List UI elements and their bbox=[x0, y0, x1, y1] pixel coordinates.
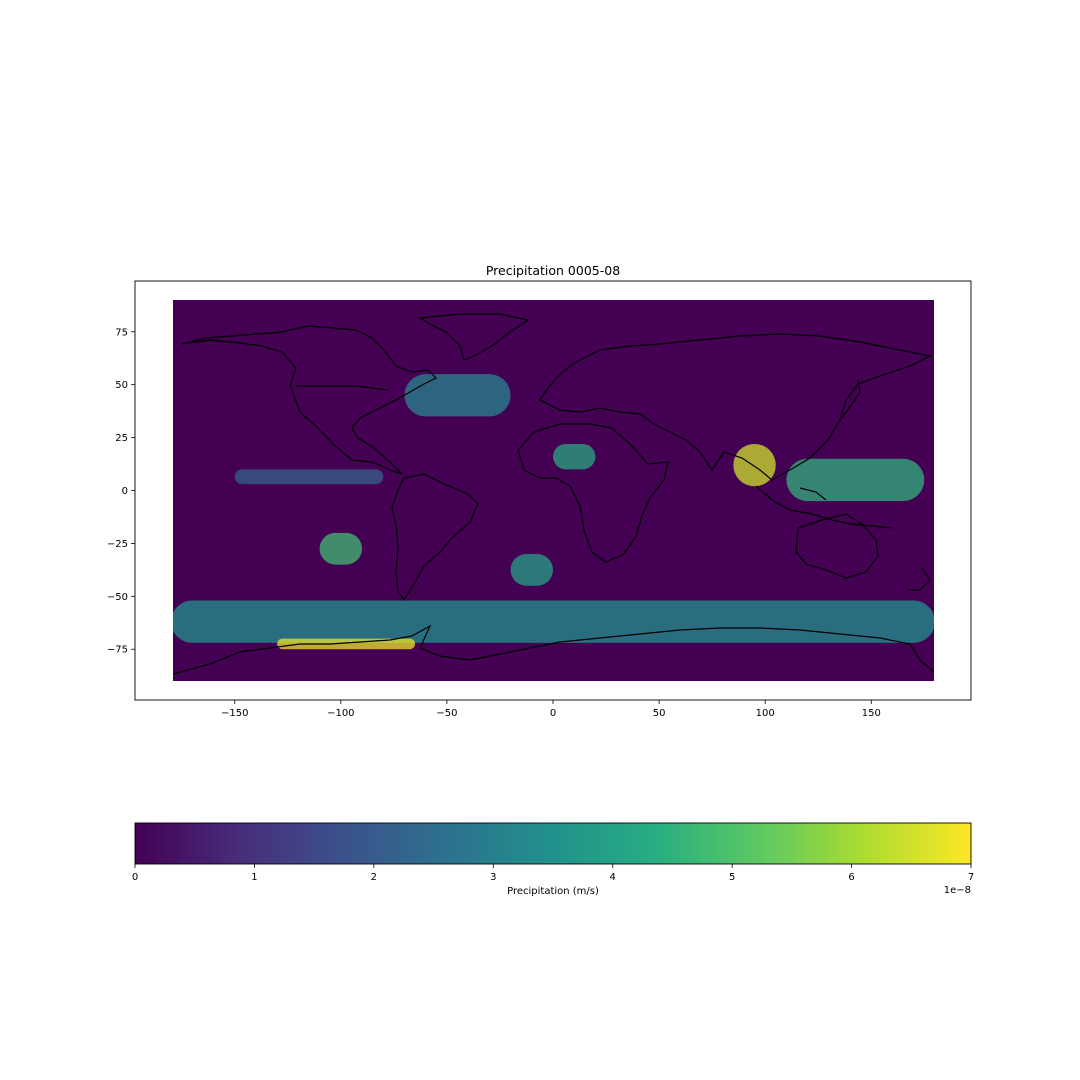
precip-feature bbox=[173, 600, 934, 643]
precipitation-features bbox=[173, 374, 934, 650]
colorbar: 0 1 2 3 4 5 6 7 Precipitation (m/s) 1e−8 bbox=[132, 822, 974, 897]
x-tick-label: 150 bbox=[862, 708, 881, 719]
y-tick-label: 25 bbox=[115, 433, 128, 444]
precip-feature bbox=[234, 469, 384, 485]
x-tick-label: −50 bbox=[436, 708, 457, 719]
y-tick-label: 50 bbox=[115, 380, 128, 391]
precip-feature bbox=[510, 553, 553, 586]
x-tick-label: 0 bbox=[550, 708, 556, 719]
y-axis: 75 50 25 0 −25 −50 −75 bbox=[107, 327, 135, 656]
colorbar-tick-label: 1 bbox=[251, 872, 257, 883]
colorbar-offset-label: 1e−8 bbox=[944, 885, 971, 896]
colorbar-tick-label: 0 bbox=[132, 872, 138, 883]
coastline-australia bbox=[795, 513, 879, 579]
colorbar-tick-label: 2 bbox=[371, 872, 377, 883]
coastline-maritime-se-asia bbox=[755, 485, 893, 529]
coastline-africa bbox=[517, 423, 669, 563]
colorbar-label: Precipitation (m/s) bbox=[507, 886, 599, 897]
coastline-antarctica bbox=[173, 624, 934, 675]
precip-feature bbox=[733, 443, 776, 487]
precip-feature bbox=[786, 458, 925, 502]
precip-feature bbox=[404, 374, 511, 417]
border-usa-canada bbox=[296, 385, 389, 391]
chart-title: Precipitation 0005-08 bbox=[486, 263, 620, 278]
y-tick-label: −25 bbox=[107, 539, 128, 550]
coastline-eurasia bbox=[539, 333, 932, 481]
coastline-new-zealand bbox=[908, 567, 931, 591]
colorbar-tick-label: 4 bbox=[610, 872, 616, 883]
x-tick-label: 100 bbox=[756, 708, 775, 719]
colorbar-tick-label: 6 bbox=[848, 872, 854, 883]
y-tick-label: −75 bbox=[107, 645, 128, 656]
coastline-greenland bbox=[418, 313, 530, 361]
y-tick-label: 0 bbox=[122, 486, 128, 497]
colorbar-tick-label: 5 bbox=[729, 872, 735, 883]
x-axis: −150 −100 −50 0 50 100 150 bbox=[221, 700, 881, 719]
coastline-japan bbox=[841, 379, 861, 419]
x-tick-label: 50 bbox=[653, 708, 666, 719]
map-area[interactable] bbox=[171, 300, 935, 681]
y-tick-label: 75 bbox=[115, 327, 128, 338]
colorbar-ticks: 0 1 2 3 4 5 6 7 bbox=[132, 864, 974, 883]
x-tick-label: −150 bbox=[221, 708, 248, 719]
y-tick-label: −50 bbox=[107, 592, 128, 603]
precip-feature bbox=[319, 532, 363, 565]
precip-feature bbox=[553, 443, 596, 470]
coastline-south-america bbox=[391, 473, 479, 602]
coastlines bbox=[173, 313, 934, 675]
colorbar-tick-label: 3 bbox=[490, 872, 496, 883]
colorbar-tick-label: 7 bbox=[968, 872, 974, 883]
precip-feature bbox=[277, 638, 416, 650]
colorbar-gradient bbox=[134, 822, 972, 865]
coastline-north-america bbox=[181, 325, 438, 475]
x-tick-label: −100 bbox=[327, 708, 354, 719]
